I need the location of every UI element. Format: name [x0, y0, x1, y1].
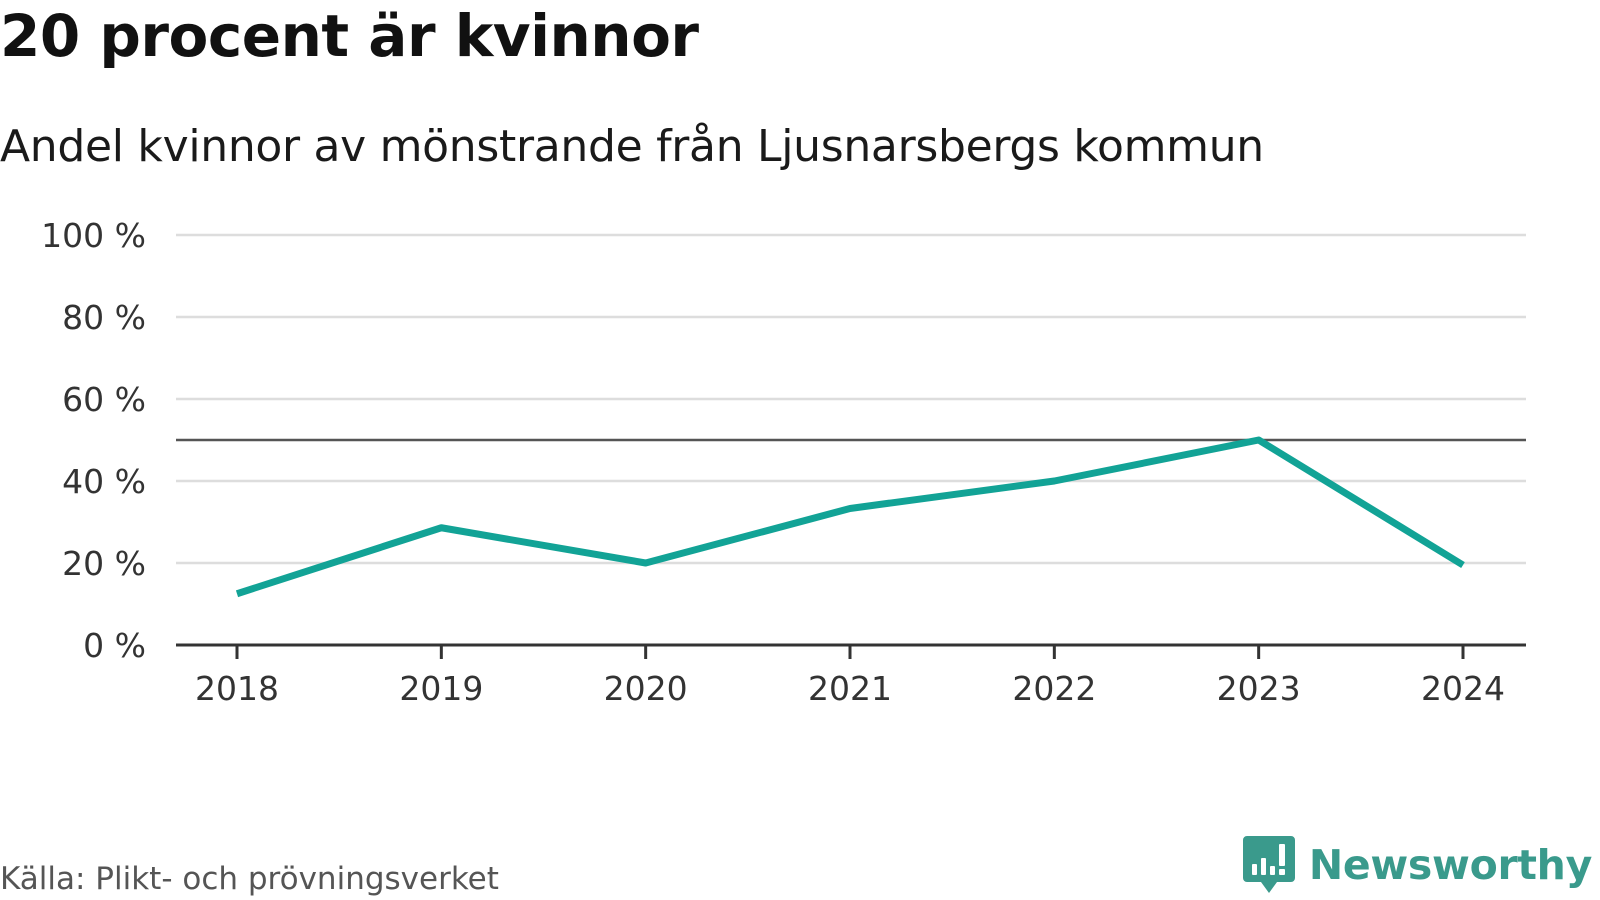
x-axis	[176, 643, 1526, 659]
y-tick-label: 100 %	[41, 216, 146, 255]
y-tick-label: 0 %	[83, 626, 146, 665]
brand-logo: Newsworthy	[1242, 836, 1592, 894]
x-tick-label: 2020	[604, 669, 688, 708]
x-tick-label: 2024	[1421, 669, 1505, 708]
x-tick-labels: 2018 2019 2020 2021 2022 2023 2024	[195, 669, 1505, 708]
brand-name: Newsworthy	[1308, 841, 1592, 889]
x-tick-label: 2023	[1217, 669, 1301, 708]
chat-bar-chart-icon	[1242, 836, 1295, 893]
y-tick-label: 60 %	[62, 380, 146, 419]
source-note: Källa: Plikt- och prövningsverket	[0, 861, 499, 897]
series-line-0	[235, 436, 1465, 598]
line-chart: 0 % 20 % 40 % 60 % 80 % 100 % 2018 2019 2020 202…	[41, 216, 1526, 708]
grid-lines	[176, 233, 1526, 565]
y-tick-label: 80 %	[62, 298, 146, 337]
chart-title: 20 procent är kvinnor	[0, 2, 699, 70]
x-tick-label: 2021	[808, 669, 892, 708]
x-tick-label: 2019	[399, 669, 483, 708]
y-tick-label: 20 %	[62, 544, 146, 583]
y-tick-label: 40 %	[62, 462, 146, 501]
y-tick-labels: 0 % 20 % 40 % 60 % 80 % 100 %	[41, 216, 146, 665]
x-tick-label: 2022	[1012, 669, 1096, 708]
x-tick-label: 2018	[195, 669, 279, 708]
series-lines	[235, 436, 1465, 598]
chart-subtitle: Andel kvinnor av mönstrande från Ljusnar…	[0, 121, 1264, 172]
